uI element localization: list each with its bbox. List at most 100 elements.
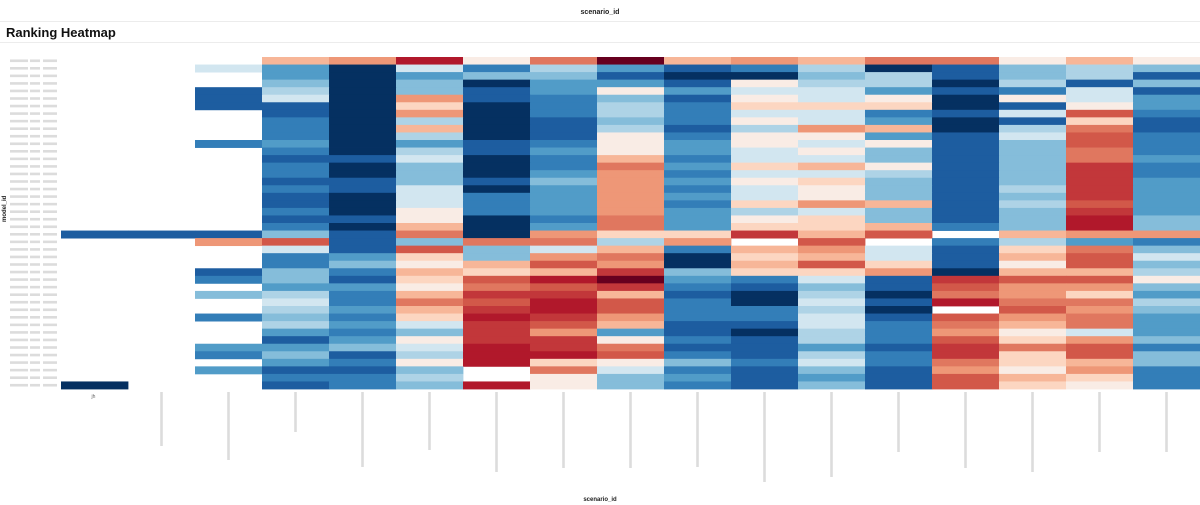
heatmap-cell bbox=[597, 207, 665, 216]
heatmap-cell bbox=[999, 155, 1067, 164]
heatmap-cell bbox=[664, 358, 732, 367]
heatmap-cell bbox=[664, 283, 732, 292]
y-tick-label-redacted bbox=[43, 376, 57, 379]
heatmap-cell bbox=[463, 87, 531, 96]
heatmap-cell bbox=[597, 223, 665, 231]
heatmap-cell bbox=[530, 313, 598, 322]
heatmap-cell bbox=[329, 200, 397, 209]
heatmap-cell bbox=[731, 192, 799, 201]
heatmap-cell bbox=[463, 79, 531, 88]
heatmap-cell bbox=[396, 313, 464, 322]
heatmap-cell bbox=[865, 124, 933, 133]
heatmap-cell bbox=[597, 351, 665, 360]
heatmap-cell bbox=[597, 132, 665, 141]
heatmap-cell bbox=[530, 306, 598, 314]
heatmap-cell bbox=[664, 117, 732, 126]
heatmap-cell bbox=[865, 102, 933, 111]
heatmap-cell bbox=[1066, 79, 1134, 88]
heatmap-cell bbox=[865, 109, 933, 118]
heatmap-cell bbox=[664, 109, 732, 118]
heatmap-cell bbox=[865, 64, 933, 73]
heatmap-cell bbox=[731, 207, 799, 216]
heatmap-cell bbox=[932, 275, 1000, 284]
y-tick-label-redacted bbox=[10, 263, 28, 266]
heatmap-cell bbox=[597, 336, 665, 345]
heatmap-cell bbox=[932, 381, 1000, 390]
heatmap-cell bbox=[463, 200, 531, 209]
heatmap-cell bbox=[664, 132, 732, 141]
heatmap-cell bbox=[195, 290, 263, 299]
y-tick-label-redacted bbox=[30, 119, 40, 123]
heatmap-cell bbox=[195, 313, 263, 322]
heatmap-cell bbox=[530, 358, 598, 367]
heatmap-cell bbox=[1133, 381, 1200, 390]
heatmap-cell bbox=[396, 343, 464, 352]
heatmap-cell bbox=[664, 230, 732, 239]
y-tick-label-redacted bbox=[43, 308, 57, 312]
heatmap-cell bbox=[262, 238, 330, 247]
heatmap-cell bbox=[597, 64, 665, 73]
heatmap-cell bbox=[664, 245, 732, 254]
heatmap-cell bbox=[865, 57, 933, 65]
heatmap-cell bbox=[798, 155, 866, 164]
heatmap-cell bbox=[1133, 94, 1200, 103]
heatmap-cell bbox=[664, 373, 732, 382]
heatmap-cell bbox=[999, 102, 1067, 111]
heatmap-cell bbox=[664, 162, 732, 171]
heatmap-cell bbox=[1066, 117, 1134, 126]
heatmap-cell bbox=[396, 102, 464, 111]
heatmap-cell bbox=[999, 185, 1067, 194]
heatmap-cell bbox=[396, 253, 464, 262]
heatmap-cell bbox=[329, 253, 397, 262]
y-tick-label-redacted bbox=[43, 89, 57, 93]
heatmap-cell bbox=[798, 358, 866, 367]
heatmap-cell bbox=[396, 162, 464, 171]
heatmap-cell bbox=[597, 283, 665, 292]
y-tick-label-redacted bbox=[43, 142, 57, 146]
y-tick-label-redacted bbox=[43, 97, 57, 100]
heatmap-cell bbox=[664, 200, 732, 209]
heatmap-cell bbox=[932, 366, 1000, 375]
heatmap-cell bbox=[530, 260, 598, 269]
heatmap-cell bbox=[1133, 253, 1200, 262]
heatmap-cell bbox=[865, 358, 933, 367]
heatmap-cell bbox=[664, 306, 732, 314]
heatmap-cell bbox=[329, 57, 397, 65]
heatmap-cell bbox=[1066, 306, 1134, 314]
heatmap-cell bbox=[329, 140, 397, 148]
y-tick-label-redacted bbox=[30, 112, 40, 115]
heatmap-cell bbox=[329, 215, 397, 224]
heatmap-cell bbox=[396, 64, 464, 73]
y-tick-label-redacted bbox=[43, 255, 57, 259]
heatmap-cell bbox=[396, 230, 464, 239]
heatmap-cell bbox=[999, 358, 1067, 367]
y-tick-label-redacted bbox=[10, 323, 28, 327]
heatmap-cell bbox=[530, 207, 598, 216]
heatmap-cell bbox=[1066, 381, 1134, 390]
heatmap-cell bbox=[865, 321, 933, 330]
heatmap-cell bbox=[932, 192, 1000, 201]
heatmap-cell bbox=[530, 336, 598, 345]
y-tick-label-redacted bbox=[30, 134, 40, 138]
heatmap-cell bbox=[262, 102, 330, 111]
heatmap-cell bbox=[329, 117, 397, 126]
y-tick-label-redacted bbox=[43, 74, 57, 78]
heatmap-cell bbox=[865, 343, 933, 352]
heatmap-cell bbox=[731, 275, 799, 284]
heatmap-cell bbox=[731, 170, 799, 179]
heatmap-cell bbox=[597, 260, 665, 269]
heatmap-cell bbox=[463, 321, 531, 330]
heatmap-cell bbox=[1066, 94, 1134, 103]
heatmap-cell bbox=[61, 381, 129, 390]
heatmap-cell bbox=[597, 79, 665, 88]
heatmap-cell bbox=[999, 72, 1067, 81]
heatmap-cell bbox=[463, 268, 531, 277]
y-tick-label-redacted bbox=[10, 104, 28, 108]
heatmap-cell bbox=[329, 336, 397, 345]
heatmap-cell bbox=[262, 290, 330, 299]
heatmap-cell bbox=[932, 245, 1000, 254]
y-tick-label-redacted bbox=[43, 270, 57, 274]
heatmap-cell bbox=[463, 245, 531, 254]
heatmap-cell bbox=[262, 298, 330, 307]
